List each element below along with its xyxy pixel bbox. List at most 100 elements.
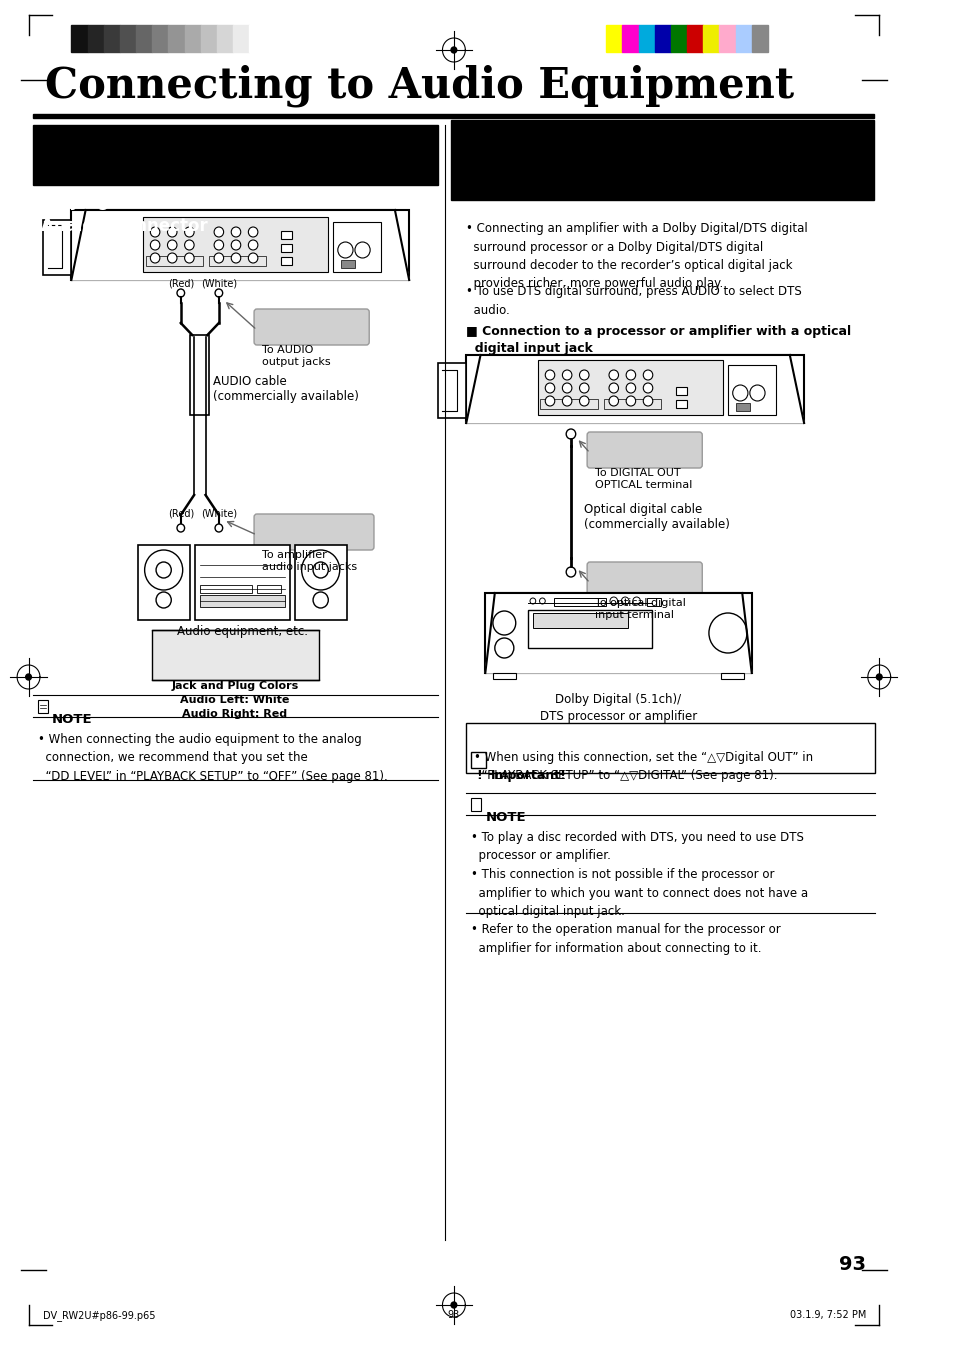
Bar	[280, 231, 292, 239]
Circle shape	[565, 567, 575, 577]
Circle shape	[168, 227, 177, 236]
Circle shape	[632, 597, 639, 605]
Bar	[670, 26, 686, 51]
Bar	[719, 26, 735, 51]
Bar	[216, 26, 233, 51]
Circle shape	[561, 382, 571, 393]
Text: • When using this connection, set the “△▽Digital OUT” in
  “PLAYBACK SETUP” to “: • When using this connection, set the “△…	[474, 751, 812, 782]
Circle shape	[625, 396, 635, 407]
Circle shape	[156, 562, 172, 578]
FancyBboxPatch shape	[253, 309, 369, 345]
Bar	[540, 399, 597, 409]
Circle shape	[451, 1302, 456, 1308]
Bar	[33, 113, 874, 118]
Circle shape	[213, 227, 223, 236]
Text: (Red): (Red)	[168, 278, 193, 288]
Circle shape	[625, 382, 635, 393]
Circle shape	[608, 382, 618, 393]
Polygon shape	[485, 593, 751, 673]
Circle shape	[451, 47, 456, 53]
Bar	[528, 611, 651, 648]
Bar	[735, 26, 751, 51]
Bar	[727, 365, 775, 415]
Bar	[471, 798, 480, 811]
Circle shape	[177, 289, 185, 297]
Text: Playing Dolby Digital
(5.1 channel) and DTS audio with a
Digital Connection: Playing Dolby Digital (5.1 channel) and …	[458, 207, 785, 276]
Circle shape	[732, 385, 747, 401]
Bar	[233, 26, 249, 51]
Circle shape	[561, 396, 571, 407]
Bar	[152, 630, 318, 680]
Circle shape	[168, 253, 177, 263]
Bar	[554, 598, 605, 607]
Circle shape	[213, 240, 223, 250]
Circle shape	[749, 385, 764, 401]
Circle shape	[495, 638, 514, 658]
Circle shape	[545, 370, 555, 380]
Bar	[621, 26, 638, 51]
Bar	[751, 26, 767, 51]
Text: NOTE: NOTE	[51, 713, 91, 725]
Text: NOTE: NOTE	[485, 811, 525, 824]
Circle shape	[301, 550, 339, 590]
Text: To optical digital
input terminal: To optical digital input terminal	[594, 598, 685, 620]
Circle shape	[168, 240, 177, 250]
Circle shape	[177, 524, 185, 532]
Text: Jack and Plug Colors
Audio Left: White
Audio Right: Red: Jack and Plug Colors Audio Left: White A…	[172, 681, 298, 719]
Text: • Connecting an amplifier with a Dolby Digital/DTS digital
  surround processor : • Connecting an amplifier with a Dolby D…	[466, 222, 807, 290]
Circle shape	[151, 253, 160, 263]
Bar	[33, 126, 437, 185]
Text: DV_RW2U#p86-99.p65: DV_RW2U#p86-99.p65	[43, 1310, 155, 1321]
Bar	[146, 255, 202, 266]
Circle shape	[214, 524, 222, 532]
Bar	[702, 26, 719, 51]
Bar	[654, 26, 670, 51]
Text: Important!: Important!	[491, 769, 566, 782]
Text: • To play a disc recorded with DTS, you need to use DTS
  processor or amplifier: • To play a disc recorded with DTS, you …	[471, 831, 807, 955]
Bar	[466, 723, 875, 773]
Bar	[104, 26, 120, 51]
Bar	[466, 355, 803, 423]
Text: AUDIO cable
(commercially available): AUDIO cable (commercially available)	[213, 376, 358, 403]
Text: Playing 2 channel audio with an
Analog Connector: Playing 2 channel audio with an Analog C…	[41, 192, 338, 235]
Bar	[340, 259, 355, 267]
Bar	[256, 585, 280, 593]
Text: To amplifier
audio input jacks: To amplifier audio input jacks	[261, 550, 356, 571]
Circle shape	[578, 382, 588, 393]
Bar	[71, 26, 88, 51]
Bar	[646, 598, 660, 607]
Circle shape	[609, 597, 617, 605]
Circle shape	[248, 253, 257, 263]
Circle shape	[231, 253, 240, 263]
Text: (White): (White)	[200, 508, 236, 517]
Text: 03.1.9, 7:52 PM: 03.1.9, 7:52 PM	[789, 1310, 865, 1320]
Circle shape	[625, 370, 635, 380]
Circle shape	[620, 597, 628, 605]
Bar	[71, 209, 409, 280]
Circle shape	[185, 253, 193, 263]
Circle shape	[545, 382, 555, 393]
Bar	[209, 255, 266, 266]
Bar	[603, 399, 660, 409]
Circle shape	[608, 396, 618, 407]
Text: To AUDIO
output jacks: To AUDIO output jacks	[261, 345, 330, 366]
Circle shape	[708, 613, 746, 653]
Bar	[199, 585, 252, 593]
Bar	[333, 222, 380, 272]
Circle shape	[493, 611, 516, 635]
Circle shape	[214, 289, 222, 297]
Bar	[152, 26, 169, 51]
Circle shape	[231, 227, 240, 236]
Bar	[38, 700, 48, 713]
Circle shape	[578, 370, 588, 380]
Bar	[437, 363, 466, 417]
Circle shape	[248, 227, 257, 236]
Bar	[194, 544, 290, 620]
Bar	[280, 257, 292, 265]
Bar	[249, 26, 265, 51]
Bar	[88, 26, 104, 51]
FancyBboxPatch shape	[586, 432, 701, 467]
Circle shape	[642, 370, 652, 380]
Bar	[451, 120, 874, 200]
Bar	[200, 26, 216, 51]
